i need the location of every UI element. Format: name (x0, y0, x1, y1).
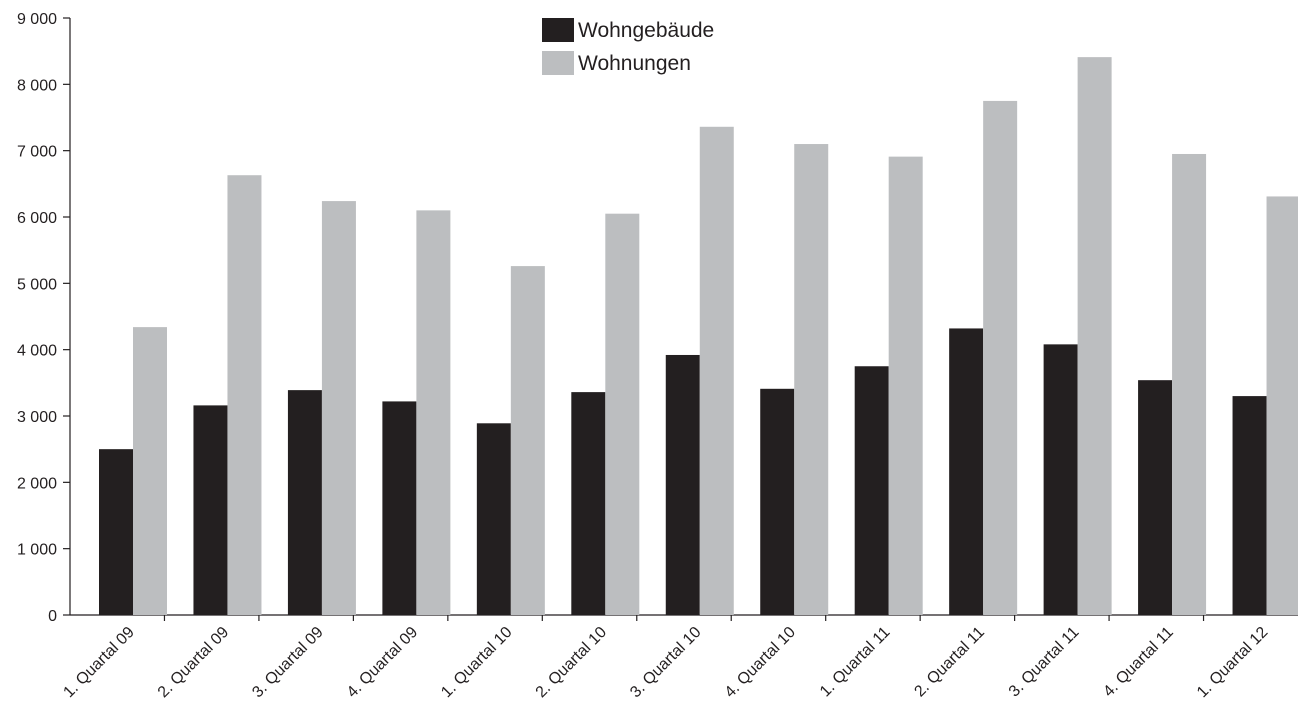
legend-label-wohnungen: Wohnungen (578, 52, 691, 75)
x-tick-label: 1. Quartal 11 (817, 624, 894, 701)
y-tick-label: 7 000 (17, 144, 57, 161)
y-tick-label: 5 000 (17, 276, 57, 293)
bar-wohnungen-2 (227, 175, 262, 615)
bar-wohngebaeude-1 (99, 449, 133, 615)
bar-wohnungen-13 (1266, 196, 1298, 616)
bar-wohngebaeude-12 (1138, 380, 1173, 615)
bar-wohnungen-7 (699, 126, 734, 615)
y-tick-label: 4 000 (17, 343, 57, 360)
bar-wohngebaeude-11 (1043, 344, 1078, 615)
x-tick-label: 3. Quartal 10 (627, 624, 705, 702)
bar-wohnungen-1 (133, 327, 167, 615)
bar-wohnungen-3 (321, 201, 356, 615)
x-tick-label: 1. Quartal 10 (438, 624, 516, 702)
y-tick-label: 8 000 (17, 77, 57, 94)
x-tick-label: 3. Quartal 11 (1006, 624, 1083, 701)
bar-wohnungen-4 (416, 210, 451, 615)
legend: Wohngebäude Wohnungen (542, 18, 714, 75)
bars (99, 57, 1298, 616)
bar-wohnungen-5 (510, 266, 545, 615)
bar-wohngebaeude-2 (193, 405, 228, 615)
x-tick-label: 3. Quartal 09 (249, 624, 327, 702)
bar-wohnungen-10 (983, 100, 1018, 615)
bar-wohngebaeude-13 (1232, 396, 1267, 615)
bar-wohnungen-9 (888, 156, 923, 616)
y-tick-label: 1 000 (17, 542, 57, 559)
x-tick-label: 2. Quartal 09 (155, 624, 233, 702)
y-tick-label: 0 (48, 608, 57, 625)
y-tick-label: 3 000 (17, 409, 57, 426)
x-tick-label: 1. Quartal 12 (1194, 624, 1272, 702)
legend-label-wohngebaeude: Wohngebäude (578, 19, 714, 42)
bar-wohngebaeude-7 (665, 354, 700, 615)
bar-wohngebaeude-8 (760, 388, 795, 615)
x-tick-label: 4. Quartal 11 (1100, 624, 1177, 701)
x-tick-label: 4. Quartal 09 (344, 624, 422, 702)
bar-wohngebaeude-3 (287, 390, 322, 615)
bar-wohngebaeude-4 (382, 401, 417, 615)
legend-swatch-wohnungen (542, 51, 574, 75)
bar-wohngebaeude-10 (949, 328, 984, 615)
x-tick-label: 2. Quartal 11 (911, 624, 988, 701)
x-tick-label: 1. Quartal 09 (60, 624, 138, 702)
x-tick-label: 2. Quartal 10 (533, 624, 611, 702)
x-axis: 1. Quartal 09 2. Quartal 09 3. Quartal 09 4… (60, 614, 1298, 702)
bar-wohnungen-8 (794, 144, 829, 616)
y-tick-label: 2 000 (17, 475, 57, 492)
y-tick-label: 9 000 (17, 11, 57, 28)
legend-swatch-wohngebaeude (542, 18, 574, 42)
y-tick-label: 6 000 (17, 210, 57, 227)
y-axis: 0 1 000 2 000 3 000 4 000 5 000 6 000 7 000 8 00… (17, 11, 71, 625)
bar-wohngebaeude-5 (476, 423, 511, 615)
bar-wohngebaeude-6 (571, 392, 606, 615)
bar-wohnungen-6 (605, 213, 640, 615)
x-tick-label: 4. Quartal 10 (722, 624, 800, 702)
bar-wohnungen-11 (1077, 57, 1112, 616)
bar-wohnungen-12 (1172, 153, 1207, 615)
bar-wohngebaeude-9 (854, 366, 889, 615)
